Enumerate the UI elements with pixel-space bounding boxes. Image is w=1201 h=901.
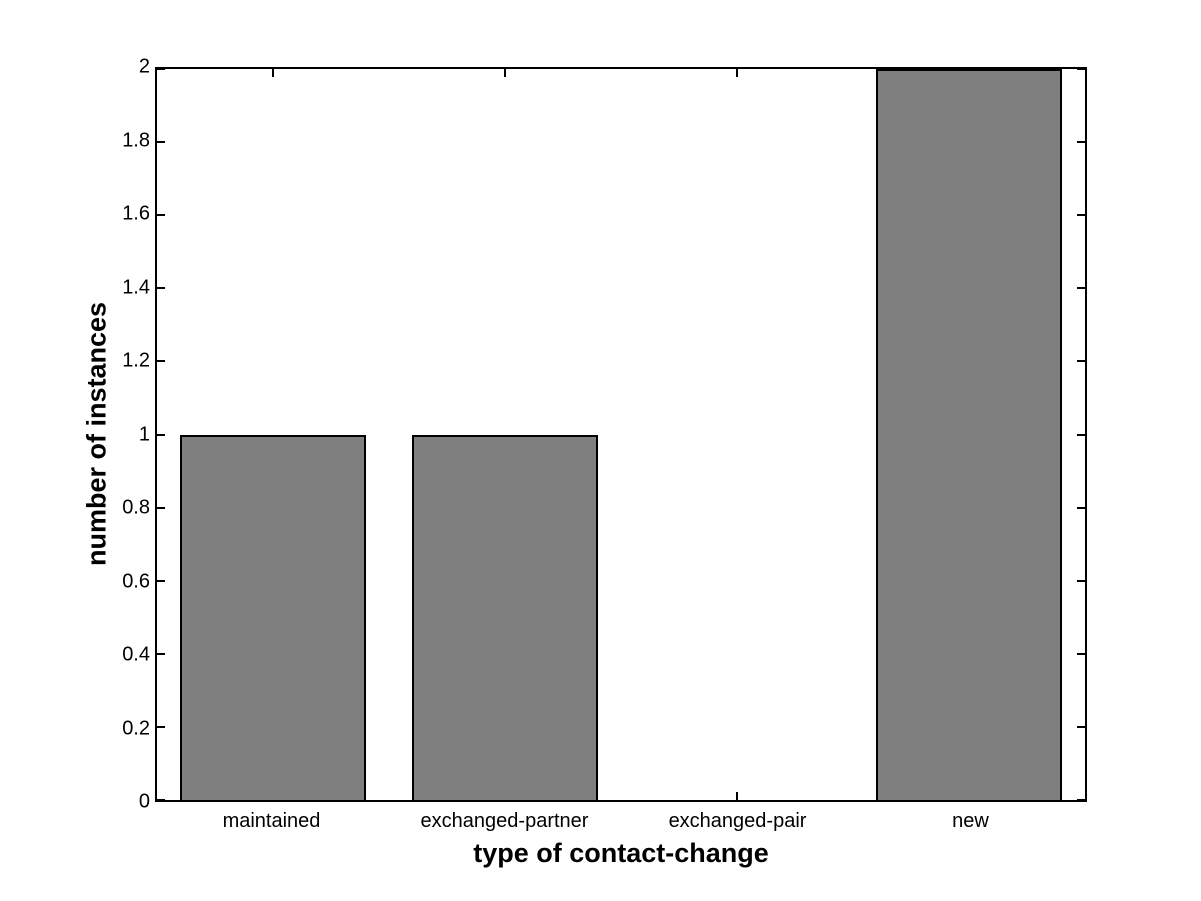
y-tick-left-1.6 — [157, 214, 165, 217]
y-tick-right-0.6 — [1077, 579, 1085, 582]
y-tick-label-0.6: 0.6 — [122, 570, 150, 592]
y-tick-right-2 — [1077, 68, 1085, 70]
y-tick-right-1.6 — [1077, 214, 1085, 217]
y-tick-label-1.4: 1.4 — [122, 276, 150, 298]
y-tick-label-0.8: 0.8 — [122, 496, 150, 519]
y-tick-label-1.2: 1.2 — [122, 349, 150, 372]
y-tick-right-1.2 — [1077, 360, 1085, 363]
y-tick-label-0.4: 0.4 — [122, 643, 150, 666]
x-tick-top-maintained — [272, 69, 274, 77]
y-tick-label-1: 1 — [138, 423, 150, 445]
x-tick-label-maintained: maintained — [222, 810, 321, 832]
y-tick-left-1.8 — [157, 141, 165, 144]
x-tick-label-exchanged-partner: exchanged-partner — [420, 810, 589, 832]
y-tick-label-2: 2 — [138, 55, 150, 78]
x-tick-top-exchanged-pair — [736, 69, 738, 77]
y-tick-left-1 — [157, 433, 165, 436]
bar-new — [876, 69, 1062, 800]
y-tick-right-1 — [1077, 433, 1085, 436]
y-tick-left-0 — [157, 799, 165, 801]
y-tick-label-1.6: 1.6 — [122, 202, 150, 225]
y-tick-right-1.8 — [1077, 141, 1085, 144]
y-tick-right-0 — [1077, 799, 1085, 801]
y-tick-right-0.4 — [1077, 652, 1085, 655]
y-tick-right-0.8 — [1077, 506, 1085, 509]
y-tick-left-2 — [157, 68, 165, 70]
y-tick-left-0.8 — [157, 506, 165, 509]
x-tick-label-new: new — [952, 810, 989, 832]
bar-exchanged-partner — [412, 434, 598, 800]
y-tick-right-1.4 — [1077, 287, 1085, 290]
x-tick-top-exchanged-partner — [504, 69, 506, 77]
plot-area — [155, 67, 1087, 802]
y-tick-left-1.2 — [157, 360, 165, 363]
y-tick-label-0: 0 — [138, 790, 150, 813]
bar-maintained — [180, 434, 366, 800]
x-tick-bottom-exchanged-pair — [736, 792, 738, 800]
y-tick-left-1.4 — [157, 287, 165, 290]
x-axis-label: type of contact-change — [473, 838, 769, 868]
y-tick-right-0.2 — [1077, 725, 1085, 728]
y-tick-left-0.4 — [157, 652, 165, 655]
y-tick-label-0.2: 0.2 — [122, 717, 150, 739]
y-tick-label-1.8: 1.8 — [122, 129, 150, 151]
x-tick-label-exchanged-pair: exchanged-pair — [668, 810, 807, 832]
y-tick-left-0.6 — [157, 579, 165, 582]
y-tick-left-0.2 — [157, 725, 165, 728]
